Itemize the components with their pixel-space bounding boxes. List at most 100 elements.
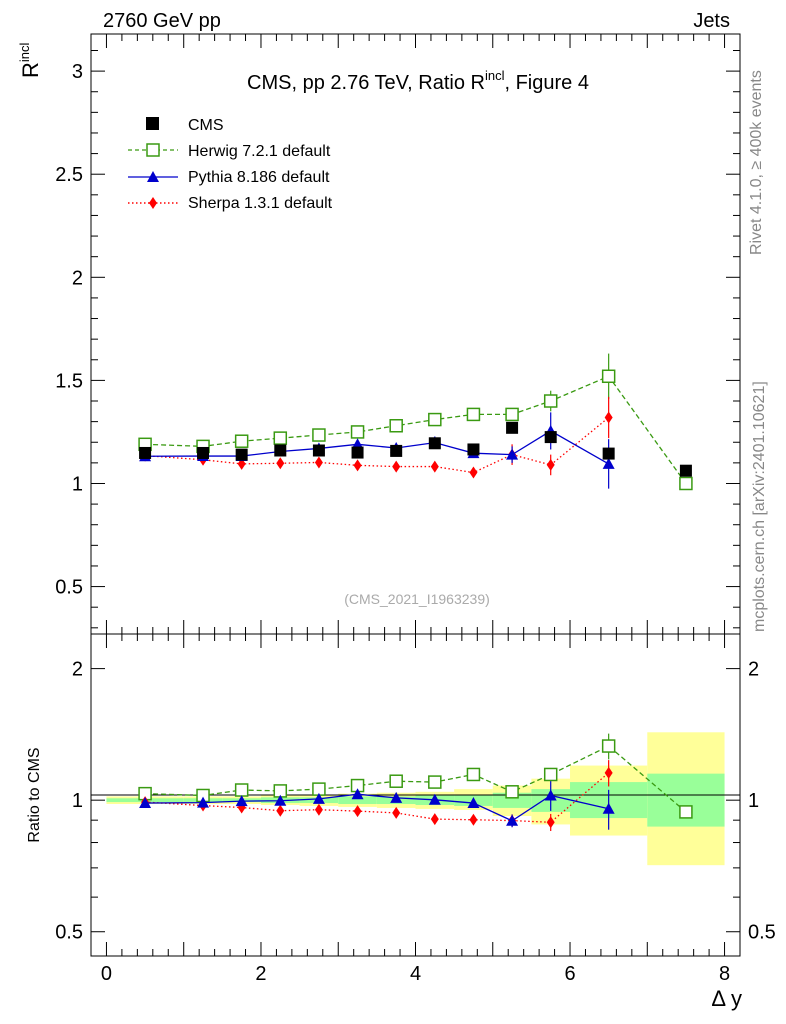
herwig-point: [234, 783, 249, 797]
legend-marker-pythia: [147, 171, 159, 182]
rivet-label: Rivet 4.1.0, ≥ 400k events: [748, 70, 765, 255]
sherpa-point: [546, 816, 555, 829]
legend-label-cms: CMS: [188, 117, 224, 134]
ratio-axis-ticks: [91, 634, 740, 956]
pythia-point: [467, 797, 480, 809]
sherpa-point: [469, 813, 478, 826]
sherpa-line: [145, 772, 610, 823]
sherpa-point: [353, 805, 362, 818]
sherpa-point: [546, 458, 555, 471]
main-axis-ticks: [91, 34, 740, 634]
herwig-point: [543, 394, 558, 408]
pythia-line: [145, 793, 609, 822]
x-tick-labels: 0 2 4 6 8: [101, 963, 730, 985]
x-axis-label: Δ y: [711, 986, 742, 1011]
pythia-point: [544, 789, 557, 801]
mcplots-label: mcplots.cern.ch [arXiv:2401.10621]: [751, 381, 768, 632]
pythia-point: [197, 796, 210, 808]
legend-label-sherpa: Sherpa 1.3.1 default: [188, 195, 333, 212]
herwig-point: [312, 428, 326, 442]
cms-point: [235, 448, 248, 461]
cms-point: [351, 446, 364, 459]
chart-title: CMS, pp 2.76 TeV, Ratio Rincl, Figure 4: [247, 68, 589, 94]
y-tick-label: 0.5: [55, 577, 83, 599]
band-green: [492, 792, 532, 808]
sherpa-point: [314, 456, 323, 469]
pythia-point: [351, 788, 364, 800]
y-tick-label-right: 0.5: [748, 922, 776, 944]
sherpa-point: [392, 460, 401, 473]
pythia-point: [428, 793, 441, 805]
ratio-ylabel: Ratio to CMS: [26, 747, 43, 842]
legend-marker-herwig: [146, 143, 160, 157]
y-tick-label-right: 2: [748, 659, 759, 681]
sherpa-point: [604, 766, 613, 779]
cms-point: [312, 444, 325, 457]
herwig-point: [428, 775, 442, 789]
ratio-y-tick-labels: 0.5 0.5 1 1 2 2: [55, 659, 776, 944]
pythia-point: [139, 797, 152, 809]
sherpa-point: [469, 466, 478, 479]
cms-point: [197, 446, 210, 459]
pythia-point: [312, 792, 325, 804]
legend: CMS Herwig 7.2.1 default Pythia 8.186 de…: [128, 117, 333, 212]
sherpa-point: [314, 803, 323, 816]
pythia-point: [506, 448, 519, 460]
pythia-point: [390, 791, 403, 803]
herwig-point: [428, 412, 442, 427]
x-tick-label: 0: [101, 963, 112, 985]
herwig-point: [601, 739, 616, 753]
y-tick-label: 2.5: [55, 164, 83, 186]
y-tick-label: 2: [72, 659, 83, 681]
sherpa-point: [276, 804, 285, 817]
cms-point: [679, 464, 692, 477]
y-tick-label: 3: [72, 61, 83, 83]
herwig-point: [466, 407, 481, 422]
sherpa-point: [430, 460, 439, 473]
legend-marker-sherpa: [149, 197, 157, 209]
sherpa-point: [353, 459, 362, 472]
herwig-point: [543, 767, 558, 782]
herwig-point: [389, 419, 403, 433]
sherpa-line: [145, 417, 610, 474]
sherpa-point: [276, 457, 285, 470]
x-tick-label: 6: [564, 963, 575, 985]
header-right: Jets: [693, 10, 730, 32]
herwig-point: [601, 369, 616, 384]
cms-point: [139, 446, 152, 459]
herwig-point: [350, 425, 365, 439]
y-tick-label: 1: [72, 790, 83, 812]
pythia-point: [602, 802, 615, 814]
ratio-series: [138, 733, 693, 832]
herwig-point: [466, 767, 481, 782]
main-series: [138, 353, 693, 491]
pythia-point: [602, 457, 615, 469]
sherpa-point: [392, 806, 401, 819]
sherpa-point: [430, 813, 439, 826]
ratio-panel: 0.5 0.5 1 1 2 2 0 2 4 6 8 Ratio to CMS Δ y: [26, 633, 776, 1011]
pythia-point: [235, 795, 248, 807]
herwig-point: [679, 476, 693, 491]
cms-point: [390, 444, 403, 457]
cms-point: [274, 444, 287, 457]
x-tick-label: 8: [719, 963, 730, 985]
main-panel: 0.5 1 1.5 2 2.5 3 CMS, pp 2.76 TeV, Ratio Rin…: [17, 33, 741, 635]
y-tick-label: 1: [72, 473, 83, 495]
main-y-tick-labels: 0.5 1 1.5 2 2.5 3: [55, 61, 83, 598]
header-left: 2760 GeV pp: [103, 10, 221, 32]
cms-point: [467, 443, 480, 456]
cms-point: [428, 437, 441, 450]
y-tick-label: 0.5: [55, 922, 83, 944]
y-tick-label: 1.5: [55, 370, 83, 392]
main-ylabel: Rincl: [17, 42, 43, 78]
cms-point: [602, 447, 615, 460]
cms-point: [506, 421, 519, 434]
legend-label-herwig: Herwig 7.2.1 default: [188, 143, 331, 160]
pythia-line: [145, 430, 609, 465]
legend-marker-cms: [146, 117, 159, 130]
pythia-point: [274, 794, 287, 806]
herwig-point: [273, 431, 288, 445]
sherpa-point: [604, 411, 613, 424]
herwig-point: [679, 805, 693, 819]
